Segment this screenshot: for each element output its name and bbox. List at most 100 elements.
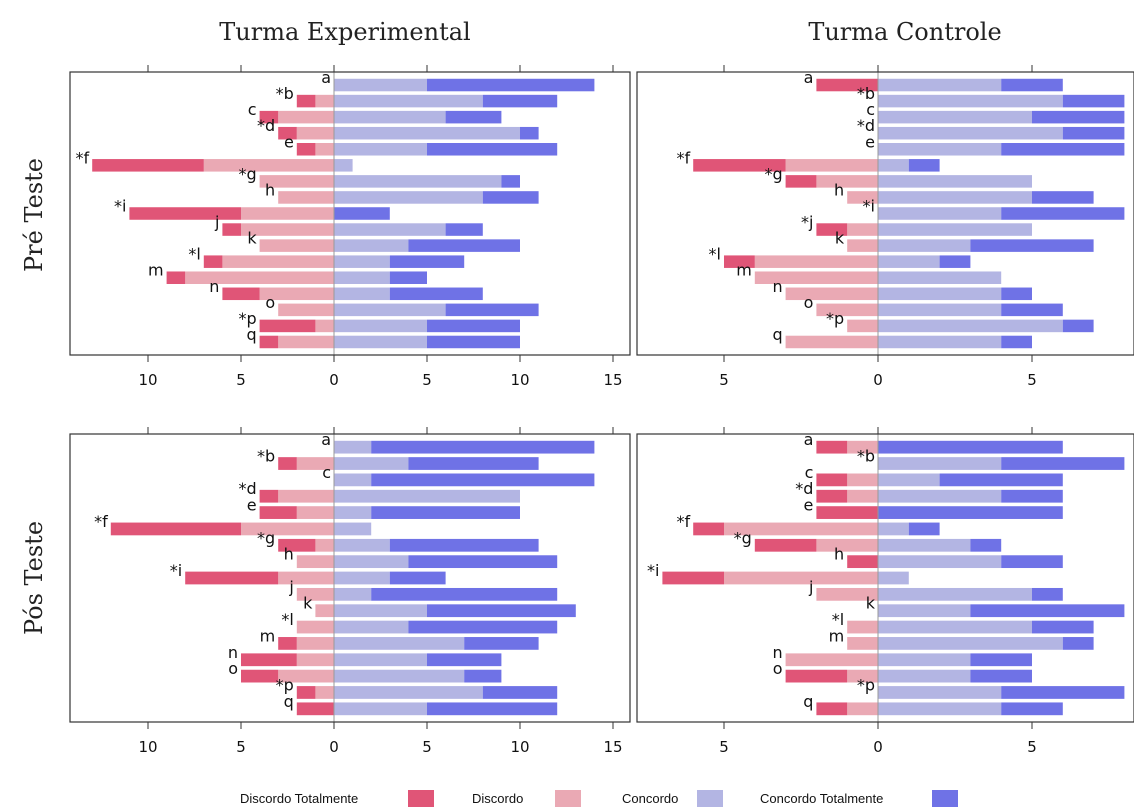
bar-discordo xyxy=(724,571,878,585)
bar-concordo xyxy=(878,522,909,536)
bar-concordo-totalmente xyxy=(389,538,539,552)
bar-concordo xyxy=(334,473,372,487)
bar-discordo-totalmente xyxy=(296,143,316,156)
bar-discordo-totalmente xyxy=(816,473,848,487)
item-label: *g xyxy=(764,164,782,183)
bar-discordo xyxy=(816,303,878,317)
item-label: *p xyxy=(857,675,875,694)
legend-swatch xyxy=(932,790,958,807)
panel-frame xyxy=(69,433,631,723)
bar-discordo-totalmente xyxy=(693,522,724,536)
item-label: c xyxy=(248,100,257,119)
bar-concordo xyxy=(334,489,520,503)
bar-concordo xyxy=(334,94,483,108)
bar-concordo-totalmente xyxy=(1001,686,1125,699)
item-label: m xyxy=(829,626,845,645)
panel-frame xyxy=(636,433,1134,723)
bar-concordo xyxy=(878,489,1002,503)
item-label: h xyxy=(834,180,844,199)
bar-discordo xyxy=(816,175,878,188)
bar-concordo-totalmente xyxy=(1032,191,1094,204)
panel-frame xyxy=(636,71,1134,356)
bar-concordo-totalmente xyxy=(939,255,971,268)
bar-concordo xyxy=(334,506,372,519)
item-label: *f xyxy=(76,148,90,167)
bar-concordo-totalmente xyxy=(445,110,502,124)
x-tick-label: 5 xyxy=(719,738,729,756)
bar-concordo xyxy=(878,571,909,585)
bar-discordo xyxy=(259,287,334,301)
item-label: k xyxy=(835,229,845,248)
bar-concordo xyxy=(878,271,1002,284)
item-label: *p xyxy=(826,309,844,328)
bar-concordo xyxy=(334,319,427,333)
item-label: a xyxy=(804,430,814,449)
bar-concordo xyxy=(878,78,1002,92)
bar-concordo-totalmente xyxy=(501,175,520,188)
bar-concordo-totalmente xyxy=(1001,489,1063,503)
bar-discordo xyxy=(724,522,878,536)
bar-discordo xyxy=(185,271,334,284)
bar-discordo xyxy=(847,473,878,487)
bar-discordo-totalmente xyxy=(259,335,279,349)
legend-swatch xyxy=(555,790,581,807)
bar-concordo xyxy=(334,159,353,172)
bar-discordo xyxy=(847,489,878,503)
item-label: *l xyxy=(188,245,200,264)
item-label: e xyxy=(804,496,814,515)
bar-discordo xyxy=(847,669,878,683)
bar-discordo-totalmente xyxy=(222,223,241,236)
bar-discordo-totalmente xyxy=(724,255,755,268)
item-label: e xyxy=(247,496,257,515)
item-label: *l xyxy=(832,610,844,629)
item-label: n xyxy=(228,643,238,662)
bar-discordo-totalmente xyxy=(278,126,297,140)
bar-concordo-totalmente xyxy=(427,653,502,667)
bar-discordo-totalmente xyxy=(754,538,817,552)
bar-concordo xyxy=(878,457,1002,470)
row-title-pre: Pré Teste xyxy=(20,158,48,272)
bar-concordo xyxy=(878,604,971,618)
bar-discordo-totalmente xyxy=(222,287,260,301)
item-label: *l xyxy=(281,610,293,629)
item-label: o xyxy=(773,659,783,678)
bar-concordo-totalmente xyxy=(878,506,1063,519)
x-tick-label: 5 xyxy=(422,738,432,756)
bar-concordo-totalmente xyxy=(1001,702,1063,716)
bar-concordo xyxy=(334,191,483,204)
x-tick-label: 10 xyxy=(138,738,157,756)
bar-concordo xyxy=(878,175,1032,188)
item-label: k xyxy=(247,229,257,248)
bar-discordo xyxy=(754,255,878,268)
bar-discordo xyxy=(816,538,878,552)
bar-discordo-totalmente xyxy=(785,175,817,188)
bar-concordo xyxy=(334,440,372,454)
bar-discordo xyxy=(296,506,334,519)
bar-concordo xyxy=(334,653,427,667)
bar-concordo-totalmente xyxy=(908,159,940,172)
item-label: q xyxy=(803,692,813,711)
item-label: *b xyxy=(276,84,294,103)
bar-discordo-totalmente xyxy=(693,159,786,172)
bar-concordo-totalmente xyxy=(939,473,1063,487)
item-label: *f xyxy=(677,148,691,167)
bar-concordo xyxy=(334,571,390,585)
panel-1: a *b c*d e *f *g h *i j k *l m n o *pq 10 5 0 5 10 15 xyxy=(69,65,631,389)
bar-concordo-totalmente xyxy=(482,191,539,204)
bar-concordo-totalmente xyxy=(1001,303,1063,317)
bar-discordo xyxy=(754,271,878,284)
bar-concordo xyxy=(878,702,1002,716)
bar-discordo xyxy=(241,522,334,536)
item-label: *b xyxy=(857,447,875,466)
bar-concordo xyxy=(334,239,409,252)
item-label: c xyxy=(866,100,875,119)
bar-concordo-totalmente xyxy=(445,303,539,317)
item-label: o xyxy=(804,293,814,312)
bar-discordo xyxy=(222,255,334,268)
bar-concordo xyxy=(334,255,390,268)
item-label: *d xyxy=(795,479,813,498)
bar-discordo-totalmente xyxy=(847,555,878,569)
bar-discordo-totalmente xyxy=(166,271,186,284)
x-tick-label: 0 xyxy=(873,371,883,389)
